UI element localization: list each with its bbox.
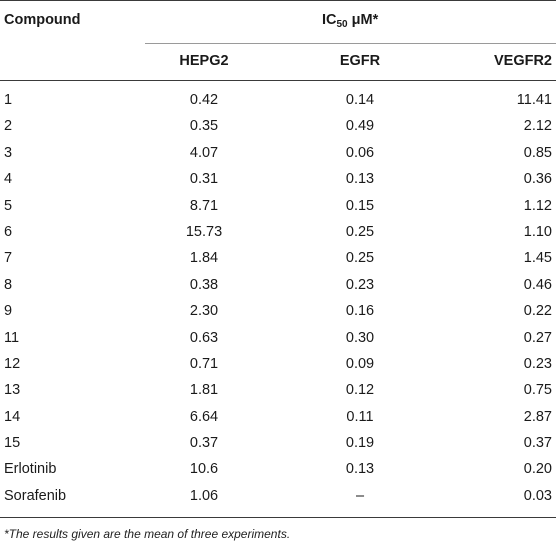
table-row: 11 0.63 0.30 0.27 [0, 326, 556, 352]
cell-vegfr2: 0.46 [523, 276, 552, 293]
cell-compound: Erlotinib [4, 461, 57, 478]
cell-egfr: 0.09 [345, 355, 375, 372]
header-compound: Compound [4, 12, 81, 28]
cell-hepg2: 4.07 [189, 144, 219, 161]
table-row: 15 0.37 0.19 0.37 [0, 431, 556, 457]
cell-compound: 15 [4, 435, 21, 452]
table-row: 9 2.30 0.16 0.22 [0, 299, 556, 325]
cell-hepg2: 2.30 [189, 303, 219, 320]
table-row: 6 15.73 0.25 1.10 [0, 220, 556, 246]
cell-compound: 2 [4, 118, 13, 135]
cell-vegfr2: 0.22 [523, 303, 552, 320]
cell-vegfr2: 2.12 [523, 118, 552, 135]
header-rule [0, 80, 556, 81]
cell-compound: 13 [4, 382, 21, 399]
cell-egfr: 0.19 [345, 435, 375, 452]
cell-compound: 9 [4, 303, 13, 320]
header-hepg2: HEPG2 [179, 53, 229, 69]
cell-compound: 12 [4, 355, 21, 372]
bottom-rule [0, 517, 556, 518]
cell-vegfr2: 0.37 [523, 435, 552, 452]
cell-vegfr2: 0.27 [523, 329, 552, 346]
cell-egfr: 0.49 [345, 118, 375, 135]
cell-compound: 6 [4, 223, 13, 240]
cell-egfr: 0.13 [345, 171, 375, 188]
table-body: 1 0.42 0.14 11.41 2 0.35 0.49 2.12 3 4.07 0.06 0.85… [0, 88, 556, 510]
cell-compound: 5 [4, 197, 13, 214]
cell-egfr: 0.06 [345, 144, 375, 161]
table-row: Sorafenib 1.06 – 0.03 [0, 484, 556, 510]
cell-hepg2: 10.6 [189, 461, 219, 478]
cell-egfr: 0.12 [345, 382, 375, 399]
cell-egfr: 0.15 [345, 197, 375, 214]
cell-compound: 7 [4, 250, 13, 267]
cell-vegfr2: 1.12 [523, 197, 552, 214]
cell-egfr: 0.16 [345, 303, 375, 320]
subheader-rule [145, 43, 556, 44]
cell-egfr: 0.13 [345, 461, 375, 478]
cell-vegfr2: 0.85 [523, 144, 552, 161]
table-row: Erlotinib 10.6 0.13 0.20 [0, 457, 556, 483]
cell-hepg2: 8.71 [189, 197, 219, 214]
cell-vegfr2: 1.10 [523, 223, 552, 240]
cell-vegfr2: 11.41 [516, 92, 552, 108]
table-row: 8 0.38 0.23 0.46 [0, 273, 556, 299]
cell-vegfr2: 1.45 [523, 250, 552, 267]
cell-hepg2: 0.35 [189, 118, 219, 135]
cell-egfr: 0.30 [345, 329, 375, 346]
cell-egfr: 0.14 [345, 92, 375, 108]
cell-vegfr2: 0.23 [523, 355, 552, 372]
cell-hepg2: 1.84 [189, 250, 219, 267]
cell-vegfr2: 0.20 [523, 461, 552, 478]
header-ic50: IC50 μM* [322, 12, 378, 30]
header-ic50-suffix: μM* [347, 12, 379, 28]
top-rule [0, 0, 556, 1]
cell-hepg2: 0.38 [189, 276, 219, 293]
cell-compound: 11 [4, 329, 20, 346]
cell-compound: 4 [4, 171, 13, 188]
table-row: 4 0.31 0.13 0.36 [0, 167, 556, 193]
header-vegfr2: VEGFR2 [493, 53, 552, 69]
cell-compound: Sorafenib [4, 487, 67, 504]
cell-egfr: 0.23 [345, 276, 375, 293]
cell-egfr: 0.25 [345, 223, 375, 240]
table-row: 5 8.71 0.15 1.12 [0, 194, 556, 220]
header-ic50-sub: 50 [336, 19, 348, 30]
cell-egfr: – [355, 487, 365, 504]
cell-hepg2: 0.37 [189, 435, 219, 452]
table-row: 1 0.42 0.14 11.41 [0, 88, 556, 114]
cell-hepg2: 0.71 [189, 355, 219, 372]
cell-hepg2: 0.31 [189, 171, 219, 188]
cell-egfr: 0.11 [346, 408, 374, 425]
table-row: 14 6.64 0.11 2.87 [0, 405, 556, 431]
table-row: 2 0.35 0.49 2.12 [0, 114, 556, 140]
cell-compound: 1 [4, 92, 13, 108]
cell-egfr: 0.25 [345, 250, 375, 267]
cell-hepg2: 15.73 [185, 223, 223, 240]
cell-vegfr2: 0.36 [523, 171, 552, 188]
table-row: 13 1.81 0.12 0.75 [0, 378, 556, 404]
cell-hepg2: 6.64 [189, 408, 219, 425]
table-row: 3 4.07 0.06 0.85 [0, 141, 556, 167]
cell-hepg2: 1.06 [189, 487, 219, 504]
cell-vegfr2: 2.87 [523, 408, 552, 425]
cell-vegfr2: 0.75 [523, 382, 552, 399]
footnote: *The results given are the mean of three… [4, 527, 291, 541]
cell-hepg2: 0.42 [189, 92, 219, 108]
cell-vegfr2: 0.03 [523, 487, 552, 504]
cell-hepg2: 1.81 [189, 382, 219, 399]
cell-hepg2: 0.63 [189, 329, 219, 346]
cell-compound: 8 [4, 276, 13, 293]
header-egfr: EGFR [339, 53, 381, 69]
cell-compound: 14 [4, 408, 21, 425]
cell-compound: 3 [4, 144, 13, 161]
table-row: 12 0.71 0.09 0.23 [0, 352, 556, 378]
table-row: 7 1.84 0.25 1.45 [0, 246, 556, 272]
header-ic50-prefix: IC [322, 12, 337, 28]
